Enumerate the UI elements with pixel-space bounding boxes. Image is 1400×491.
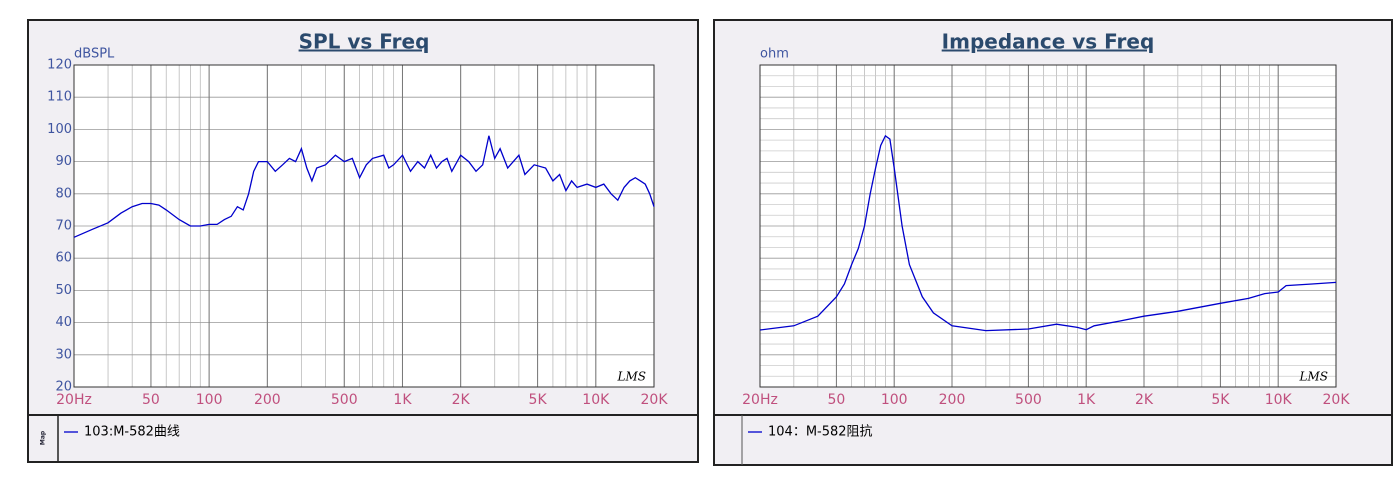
x-tick-label: 10K	[1265, 392, 1293, 408]
y-tick-label: 100	[47, 122, 72, 137]
x-tick-label: 100	[881, 392, 908, 408]
x-tick-label: 100	[196, 392, 223, 408]
legend-label: 104：M-582阻抗	[768, 425, 873, 440]
x-tick-label: 2K	[1135, 392, 1154, 408]
x-tick-label: 50	[142, 392, 160, 408]
watermark: LMS	[1299, 370, 1328, 384]
x-tick-label: 20Hz	[742, 392, 778, 408]
x-tick-label: 1K	[1077, 392, 1096, 408]
y-tick-label: 90	[55, 154, 72, 169]
x-tick-label: 200	[254, 392, 281, 408]
plot-frame	[759, 64, 1337, 388]
x-tick-label: 50	[827, 392, 845, 408]
y-tick-label: 20	[55, 380, 72, 395]
x-tick-label: 20K	[1323, 392, 1351, 408]
x-tick-label: 10K	[582, 392, 610, 408]
x-tick-label: 2K	[452, 392, 471, 408]
y-tick-label: 80	[55, 186, 72, 201]
y-tick-label: 70	[55, 219, 72, 234]
chart-title: Impedance vs Freq	[942, 30, 1155, 54]
x-tick-label: 5K	[529, 392, 548, 408]
y-tick-label: 120	[47, 58, 72, 73]
legend-tag: Map	[40, 430, 47, 445]
y-tick-label: 30	[55, 347, 72, 362]
y-tick-label: 40	[55, 315, 72, 330]
plot-frame	[73, 64, 655, 388]
x-tick-label: 1K	[393, 392, 412, 408]
y-tick-label: 60	[55, 251, 72, 266]
x-tick-label: 500	[331, 392, 358, 408]
y-tick-label: 50	[55, 283, 72, 298]
x-tick-label: 20K	[641, 392, 669, 408]
data-line	[73, 135, 655, 238]
x-tick-label: 20Hz	[56, 392, 92, 408]
data-line	[759, 134, 1337, 332]
y-tick-label: 110	[47, 90, 72, 105]
watermark: LMS	[617, 370, 646, 384]
x-tick-label: 5K	[1211, 392, 1230, 408]
x-tick-label: 500	[1015, 392, 1042, 408]
y-axis-unit: ohm	[760, 47, 789, 62]
y-axis-unit: dBSPL	[74, 47, 115, 62]
chart-title: SPL vs Freq	[299, 30, 430, 54]
legend-label: 103:M-582曲线	[84, 425, 180, 440]
x-tick-label: 200	[939, 392, 966, 408]
